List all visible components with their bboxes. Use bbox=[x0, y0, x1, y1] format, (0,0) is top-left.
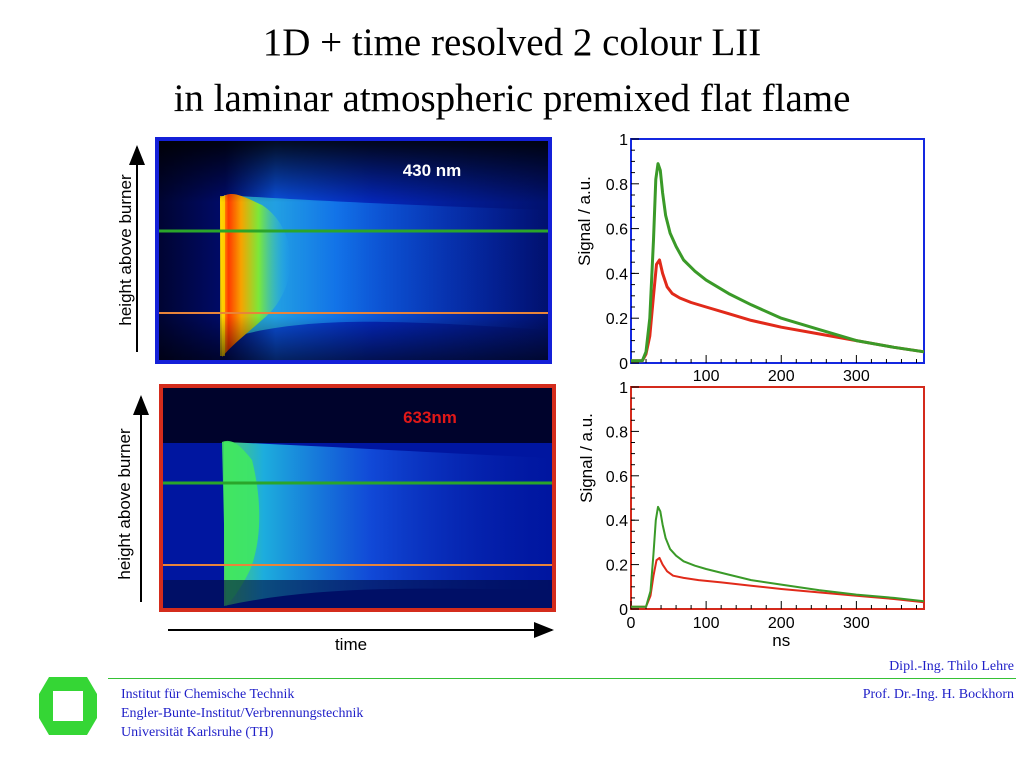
signal-chart-bottom: 0 0.2 0.4 0.6 0.8 1 0 100 200 300 Signal / a.u. ns bbox=[577, 380, 925, 650]
professor-name: Prof. Dr.-Ing. H. Bockhorn bbox=[862, 687, 1014, 702]
y-tick-label: 1 bbox=[619, 380, 628, 397]
logo-inner-square bbox=[53, 691, 83, 721]
image-panel-633nm: 633nm bbox=[159, 384, 556, 612]
x-tick-label: 0 bbox=[627, 615, 636, 632]
image-vignette-top bbox=[159, 141, 548, 360]
university-logo bbox=[39, 677, 97, 735]
y-axis-label: Signal / a.u. bbox=[575, 176, 594, 266]
y-tick-label: 0.6 bbox=[606, 222, 628, 239]
x-tick-label: 200 bbox=[768, 368, 795, 385]
series-line-0 bbox=[631, 258, 925, 363]
image-panel-430nm: 430 nm bbox=[155, 137, 552, 364]
x-tick-label: 300 bbox=[843, 368, 870, 385]
y-tick-label: 0.2 bbox=[606, 311, 628, 328]
series-line-1 bbox=[631, 162, 925, 363]
height-axis-label-bottom: height above burner bbox=[115, 428, 134, 580]
wavelength-label-633nm: 633nm bbox=[403, 408, 457, 427]
y-tick-label: 0.4 bbox=[606, 513, 628, 530]
chart-frame bbox=[630, 138, 925, 364]
y-tick-label: 0.6 bbox=[606, 469, 628, 486]
image-dark-bottom-band-bottom bbox=[163, 580, 552, 608]
y-tick-label: 0 bbox=[619, 356, 628, 373]
y-tick-label: 1 bbox=[619, 132, 628, 149]
slide-title-line-1: 1D + time resolved 2 colour LII bbox=[262, 21, 762, 64]
footer-divider bbox=[108, 678, 1016, 679]
chart-frame bbox=[630, 386, 925, 610]
y-tick-label: 0.4 bbox=[606, 266, 628, 283]
y-axis-label: Signal / a.u. bbox=[577, 413, 596, 503]
x-tick-label: 300 bbox=[843, 615, 870, 632]
y-tick-label: 0 bbox=[619, 602, 628, 619]
x-tick-label: 200 bbox=[768, 615, 795, 632]
signal-chart-top: 0 0.2 0.4 0.6 0.8 1 100 200 300 Signal / a.u. bbox=[575, 132, 925, 385]
series-line-1 bbox=[631, 505, 925, 608]
y-tick-label: 0.2 bbox=[606, 558, 628, 575]
slide-title-line-2: in laminar atmospheric premixed flat fla… bbox=[173, 77, 851, 120]
author-name: Dipl.-Ing. Thilo Lehre bbox=[889, 659, 1014, 674]
time-axis-label: time bbox=[335, 635, 367, 654]
height-axis-label-top: height above burner bbox=[116, 174, 135, 326]
y-tick-label: 0.8 bbox=[606, 424, 628, 441]
x-tick-label: 100 bbox=[693, 615, 720, 632]
series-line-0 bbox=[631, 556, 925, 608]
institute-line-3: Universität Karlsruhe (TH) bbox=[121, 725, 274, 740]
institute-line-2: Engler-Bunte-Institut/Verbrennungstechni… bbox=[121, 706, 364, 721]
x-axis-label: ns bbox=[772, 631, 790, 650]
x-tick-label: 100 bbox=[693, 368, 720, 385]
institute-line-1: Institut für Chemische Technik bbox=[121, 687, 295, 702]
wavelength-label-430nm: 430 nm bbox=[403, 161, 462, 180]
image-dark-top-band-bottom bbox=[163, 388, 552, 443]
y-tick-label: 0.8 bbox=[606, 177, 628, 194]
